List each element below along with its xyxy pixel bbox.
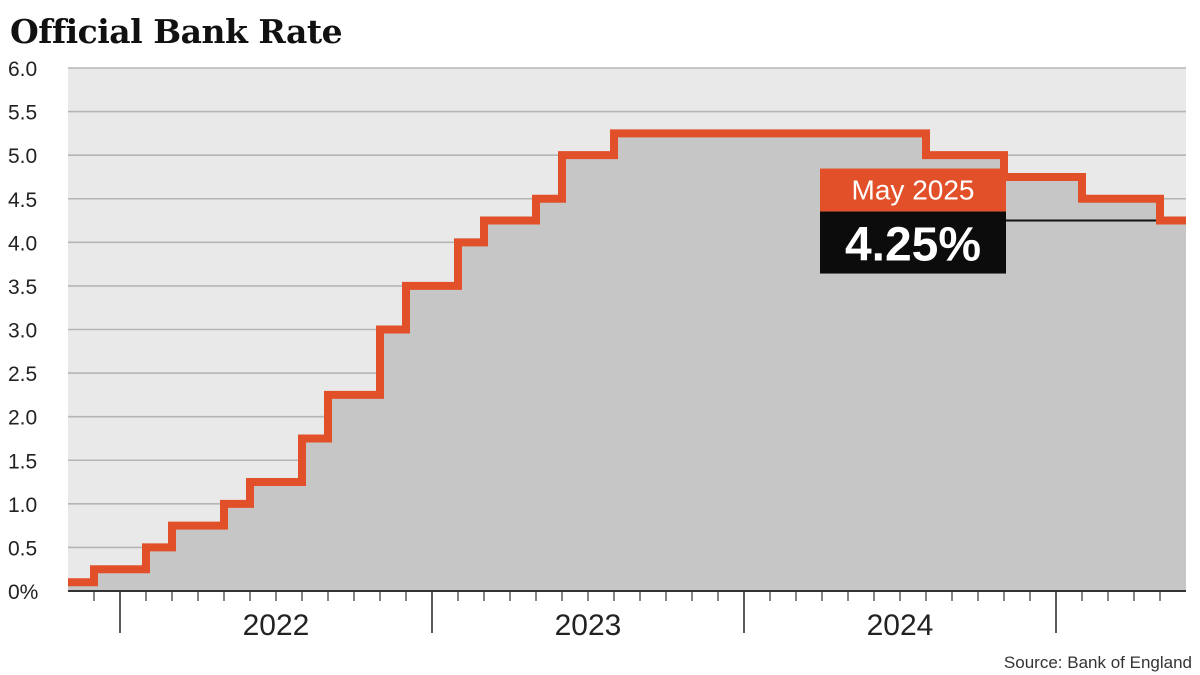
y-tick-label: 0.5 bbox=[8, 537, 37, 560]
x-axis-ticks bbox=[93, 591, 1161, 633]
y-tick-label: 5.5 bbox=[8, 102, 37, 125]
y-tick-label: 4.5 bbox=[8, 189, 37, 212]
y-tick-label: 5.0 bbox=[8, 145, 37, 168]
latest-rate-callout: May 2025 4.25% bbox=[820, 168, 1006, 274]
y-tick-label: 0% bbox=[8, 581, 38, 604]
x-year-label: 2022 bbox=[243, 609, 310, 642]
y-tick-label: 2.5 bbox=[8, 363, 37, 386]
x-year-label: 2023 bbox=[555, 609, 622, 642]
y-tick-label: 2.0 bbox=[8, 407, 37, 430]
rate-step-line bbox=[68, 129, 1186, 587]
y-tick-label: 1.5 bbox=[8, 450, 37, 473]
chart-title: Official Bank Rate bbox=[10, 12, 343, 51]
y-tick-label: 4.0 bbox=[8, 232, 37, 255]
callout-value-label: 4.25% bbox=[845, 219, 981, 272]
callout-date-background bbox=[820, 168, 1006, 212]
callout-value-background bbox=[820, 211, 1006, 274]
x-axis-year-labels: 2022 2023 2024 bbox=[243, 609, 934, 642]
y-tick-label: 3.5 bbox=[8, 276, 37, 299]
y-tick-label: 1.0 bbox=[8, 494, 37, 517]
y-tick-label: 6.0 bbox=[8, 58, 37, 81]
y-tick-label: 3.0 bbox=[8, 320, 37, 343]
y-axis-labels: 0% 0.5 1.0 1.5 2.0 2.5 3.0 3.5 4.0 4.5 5.0 5.5 6.0 bbox=[8, 58, 38, 604]
callout-date-label: May 2025 bbox=[852, 175, 975, 206]
source-note: Source: Bank of England bbox=[1004, 653, 1192, 672]
x-year-label: 2024 bbox=[867, 609, 934, 642]
